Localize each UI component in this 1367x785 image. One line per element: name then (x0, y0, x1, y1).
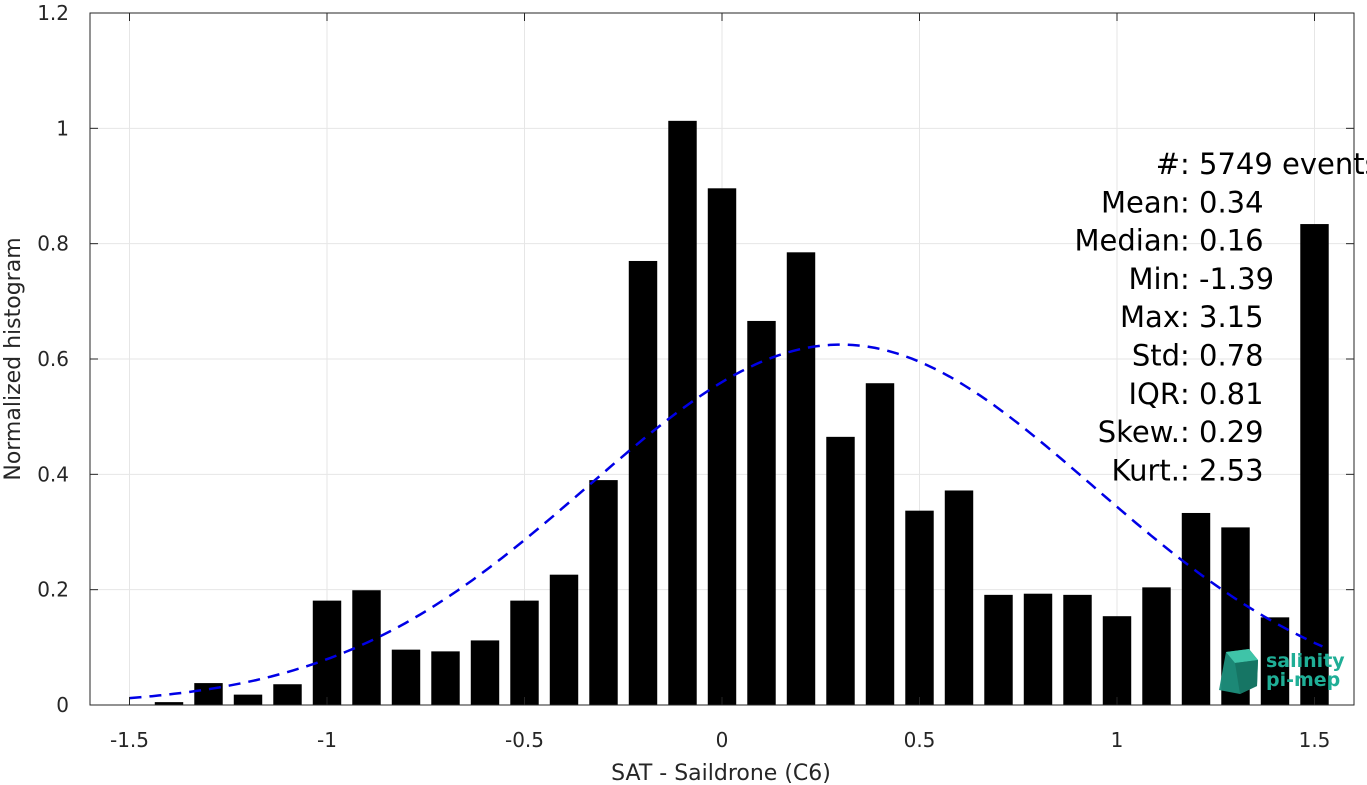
histogram-bar (1102, 616, 1132, 705)
x-tick-label: 1 (1111, 728, 1124, 752)
histogram-bar (154, 702, 184, 705)
histogram-bar (273, 684, 302, 705)
histogram-bar (826, 436, 855, 705)
y-tick-label: 0 (56, 693, 69, 717)
stat-value: : 0.16 (1180, 224, 1264, 258)
histogram-bar (233, 694, 263, 705)
histogram-bar (352, 590, 381, 705)
histogram-bar (707, 188, 737, 706)
histogram-bar (1181, 512, 1211, 705)
histogram-bar (470, 640, 500, 705)
stat-key: Mean (1101, 185, 1180, 219)
x-tick-label: 1.5 (1299, 728, 1331, 752)
y-tick-label: 1.2 (37, 1, 69, 25)
stat-value: : 0.78 (1180, 339, 1264, 373)
stat-value: : 0.81 (1180, 377, 1264, 411)
x-tick-label: -0.5 (505, 728, 544, 752)
logo-text-line2: pi-mep (1266, 669, 1340, 691)
histogram-bar (510, 600, 539, 705)
gaussian-fit-curve (129, 343, 1323, 700)
stat-value: : -1.39 (1180, 262, 1274, 296)
histogram-bar (747, 320, 776, 705)
x-tick-labels: -1.5 -1 -0.5 0 0.5 1 1.5 (110, 728, 1330, 752)
histogram-bar (984, 594, 1013, 705)
y-tick-label: 0.4 (37, 462, 69, 486)
axis-ticks (90, 12, 1354, 706)
y-tick-labels: 0 0.2 0.4 0.6 0.8 1 1.2 (37, 1, 69, 717)
y-tick-label: 0.8 (37, 232, 69, 256)
histogram-bar (944, 490, 974, 705)
histogram-bar (549, 574, 579, 705)
x-axis-label: SAT - Saildrone (C6) (611, 761, 831, 785)
histogram-bar (786, 252, 816, 706)
stat-key: Std (1132, 339, 1180, 373)
stat-key: Min (1129, 262, 1180, 296)
histogram-bar (312, 600, 342, 705)
y-axis-label: Normalized histogram (1, 237, 26, 480)
stat-value: : 2.53 (1180, 453, 1264, 487)
histogram-bar (628, 260, 658, 705)
x-tick-label: 0 (716, 728, 729, 752)
stat-key: IQR (1128, 377, 1180, 411)
stat-key: Kurt. (1112, 453, 1180, 487)
histogram-bar (1023, 593, 1053, 705)
histogram-bar (1142, 587, 1171, 705)
cube-icon (1219, 649, 1258, 694)
stat-key: # (1156, 147, 1180, 181)
stat-key: Max (1120, 300, 1180, 334)
histogram-bar (1063, 594, 1092, 705)
stat-key: Median (1075, 224, 1180, 258)
y-tick-label: 1 (56, 116, 69, 140)
histogram-bar (589, 480, 618, 705)
histogram-bar (1260, 617, 1290, 705)
x-tick-label: -1 (317, 728, 337, 752)
salinity-pi-mep-logo: salinity pi-mep (1219, 649, 1345, 694)
histogram-bar (431, 651, 460, 705)
histogram-bar (391, 649, 421, 705)
stat-key: Skew. (1098, 415, 1180, 449)
stat-value: : 3.15 (1180, 300, 1264, 334)
histogram-bar (865, 383, 895, 705)
x-tick-label: 0.5 (904, 728, 936, 752)
stat-value: : 0.29 (1180, 415, 1264, 449)
histogram-bar (668, 120, 697, 705)
y-tick-label: 0.6 (37, 347, 69, 371)
logo-text-line1: salinity (1266, 650, 1345, 672)
histogram-bars (154, 120, 1329, 706)
histogram-bar (905, 510, 934, 705)
x-tick-label: -1.5 (110, 728, 149, 752)
y-tick-label: 0.2 (37, 578, 69, 602)
histogram-bar (1300, 224, 1329, 705)
stat-value: : 5749 events (1180, 147, 1367, 181)
stat-value: : 0.34 (1180, 185, 1264, 219)
